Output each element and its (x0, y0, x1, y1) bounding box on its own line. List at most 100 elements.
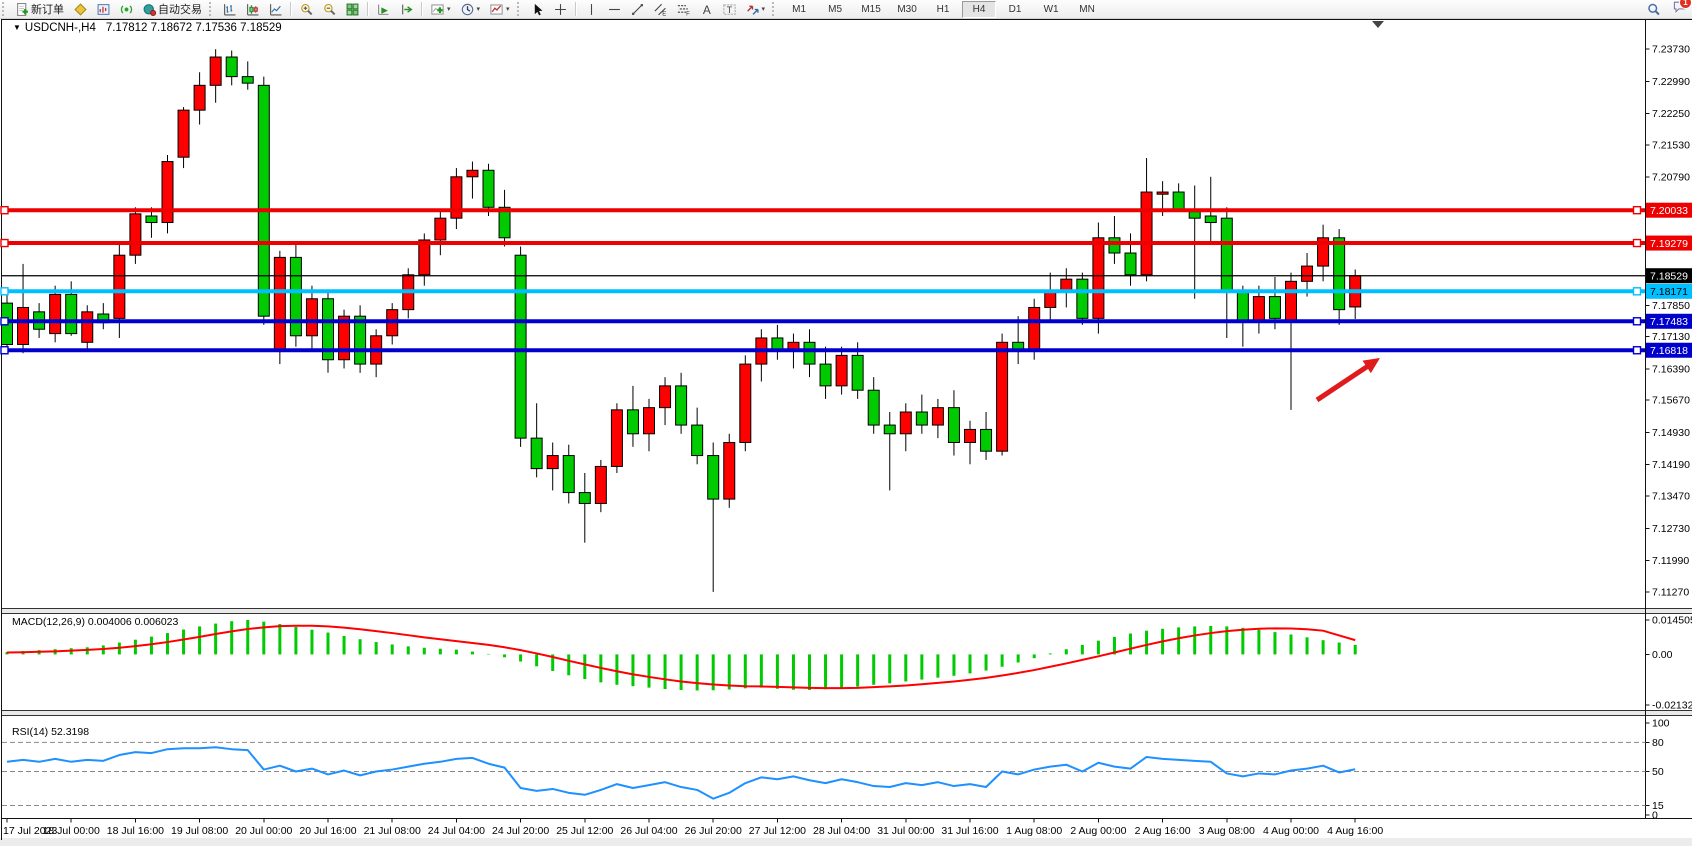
price-line-label-box (1646, 202, 1692, 218)
timeframe-d1-button[interactable]: D1 (1008, 3, 1022, 15)
price-tick-label: 7.13470 (1652, 491, 1690, 503)
dropdown-caret-icon[interactable]: ▾ (761, 6, 766, 13)
new-order-label: 新订单 (31, 4, 64, 16)
indicators-button[interactable]: ▾ (427, 0, 455, 18)
bar-chart-button[interactable] (219, 0, 240, 18)
one-click-expand-icon[interactable]: ▼ (13, 23, 21, 32)
candle (273, 250, 286, 365)
auto-scroll-button[interactable] (373, 0, 394, 18)
tile-windows-button[interactable] (342, 0, 363, 18)
zoom-in-button[interactable] (296, 0, 317, 18)
candle (915, 394, 928, 434)
candle (1317, 224, 1330, 282)
zoom-out-button[interactable] (319, 0, 340, 18)
pane-splitter[interactable] (2, 608, 1692, 614)
price-line-label: 7.17483 (1650, 316, 1688, 328)
trendline-button[interactable] (627, 0, 648, 18)
chart-shift-button[interactable] (396, 0, 417, 18)
candle (707, 442, 720, 592)
timeframe-m15-button[interactable]: M15 (861, 3, 881, 15)
annotation-arrow[interactable] (1315, 362, 1372, 403)
arrows-icon (746, 5, 759, 15)
vertical-line-button[interactable] (581, 0, 602, 18)
candle (129, 207, 142, 264)
candle (81, 305, 94, 349)
timeframe-m1-button[interactable]: M1 (792, 3, 807, 15)
timeframe-h4-button[interactable]: H4 (962, 0, 997, 18)
svg-text:A: A (702, 3, 710, 16)
templates-button[interactable]: ▾ (486, 0, 514, 18)
equidistant-channel-button[interactable]: E (650, 0, 671, 18)
time-axis-label: 20 Jul 16:00 (299, 825, 356, 837)
periods-button[interactable]: ▾ (457, 0, 485, 18)
price-tick-label: 7.17850 (1652, 300, 1690, 312)
crosshair-button[interactable] (550, 0, 571, 18)
time-axis-label: 19 Jul 08:00 (171, 825, 228, 837)
market-watch-button[interactable] (93, 0, 114, 18)
horizontal-line-button[interactable] (604, 0, 625, 18)
alerts-button[interactable] (116, 0, 137, 18)
arrows-button[interactable]: ▾ (742, 0, 770, 18)
text-label-button[interactable]: T (719, 0, 740, 18)
line-handle[interactable] (1632, 206, 1642, 215)
timeframe-h1-button[interactable]: H1 (936, 3, 950, 15)
cursor-button[interactable] (527, 0, 548, 18)
line-handle[interactable] (1632, 287, 1642, 296)
time-axis-label: 26 Jul 04:00 (620, 825, 677, 837)
time-axis-label: 3 Aug 08:00 (1199, 825, 1255, 837)
price-tick-label: 7.14930 (1652, 427, 1690, 439)
time-axis-label: 20 Jul 00:00 (235, 825, 292, 837)
timeframe-mn-button[interactable]: MN (1079, 3, 1095, 15)
text-button[interactable]: A (696, 0, 717, 18)
time-axis-label: 2 Aug 16:00 (1135, 825, 1191, 837)
svg-text:F: F (686, 11, 690, 15)
price-tick-label: 7.15670 (1652, 395, 1690, 407)
candle (691, 407, 704, 465)
line-handle[interactable] (1632, 317, 1642, 326)
toolbar-drag-handle[interactable] (209, 2, 216, 16)
candle (947, 390, 960, 456)
annotation-arrowhead (1362, 358, 1380, 374)
time-axis-label: 18 Jul 16:00 (107, 825, 164, 837)
toolbar-drag-handle[interactable] (772, 2, 779, 16)
line-handle[interactable] (1632, 238, 1642, 248)
candle (322, 290, 334, 373)
search-button[interactable] (1643, 0, 1664, 18)
dropdown-caret-icon[interactable]: ▾ (447, 6, 451, 13)
rsi-axis-label: 100 (1652, 718, 1670, 730)
toolbar-drag-handle[interactable] (516, 2, 524, 16)
line-handle[interactable] (0, 238, 9, 248)
toolbar-drag-handle[interactable] (2, 2, 9, 16)
timeframe-w1-button[interactable]: W1 (1043, 3, 1059, 15)
candle (643, 398, 655, 452)
line-handle[interactable] (1632, 346, 1642, 355)
line-handle[interactable] (0, 317, 9, 326)
chart-shift-marker[interactable] (1372, 21, 1384, 28)
fibonacci-button[interactable]: F (673, 0, 694, 18)
chart-shift-icon (402, 4, 413, 14)
fibonacci-icon: F (677, 4, 690, 16)
pane-splitter[interactable] (2, 710, 1692, 716)
community-chat-button[interactable]: 1 (1673, 0, 1692, 18)
dropdown-caret-icon[interactable]: ▾ (506, 6, 510, 13)
line-handle[interactable] (0, 206, 9, 215)
candle (434, 211, 447, 256)
timeframe-m30-button[interactable]: M30 (897, 3, 917, 15)
price-line-label: 7.16818 (1650, 345, 1688, 357)
line-chart-button[interactable] (265, 0, 286, 18)
line-handle[interactable] (0, 287, 9, 296)
autotrading-button[interactable]: 自动交易 (139, 0, 206, 18)
price-tick-label: 7.11270 (1652, 586, 1689, 598)
metaeditor-button[interactable] (70, 0, 91, 18)
candle (996, 333, 1009, 456)
timeframe-m5-button[interactable]: M5 (828, 3, 843, 15)
candle (49, 285, 62, 343)
time-axis-label: 1 Aug 08:00 (1006, 825, 1062, 837)
line-handle[interactable] (0, 346, 9, 355)
time-axis-label: 31 Jul 00:00 (877, 825, 934, 837)
new-order-button[interactable]: 新订单 (12, 0, 68, 18)
price-tick-label: 7.14190 (1652, 459, 1690, 471)
dropdown-caret-icon[interactable]: ▾ (476, 6, 481, 13)
candlestick-chart-button[interactable] (242, 0, 263, 18)
